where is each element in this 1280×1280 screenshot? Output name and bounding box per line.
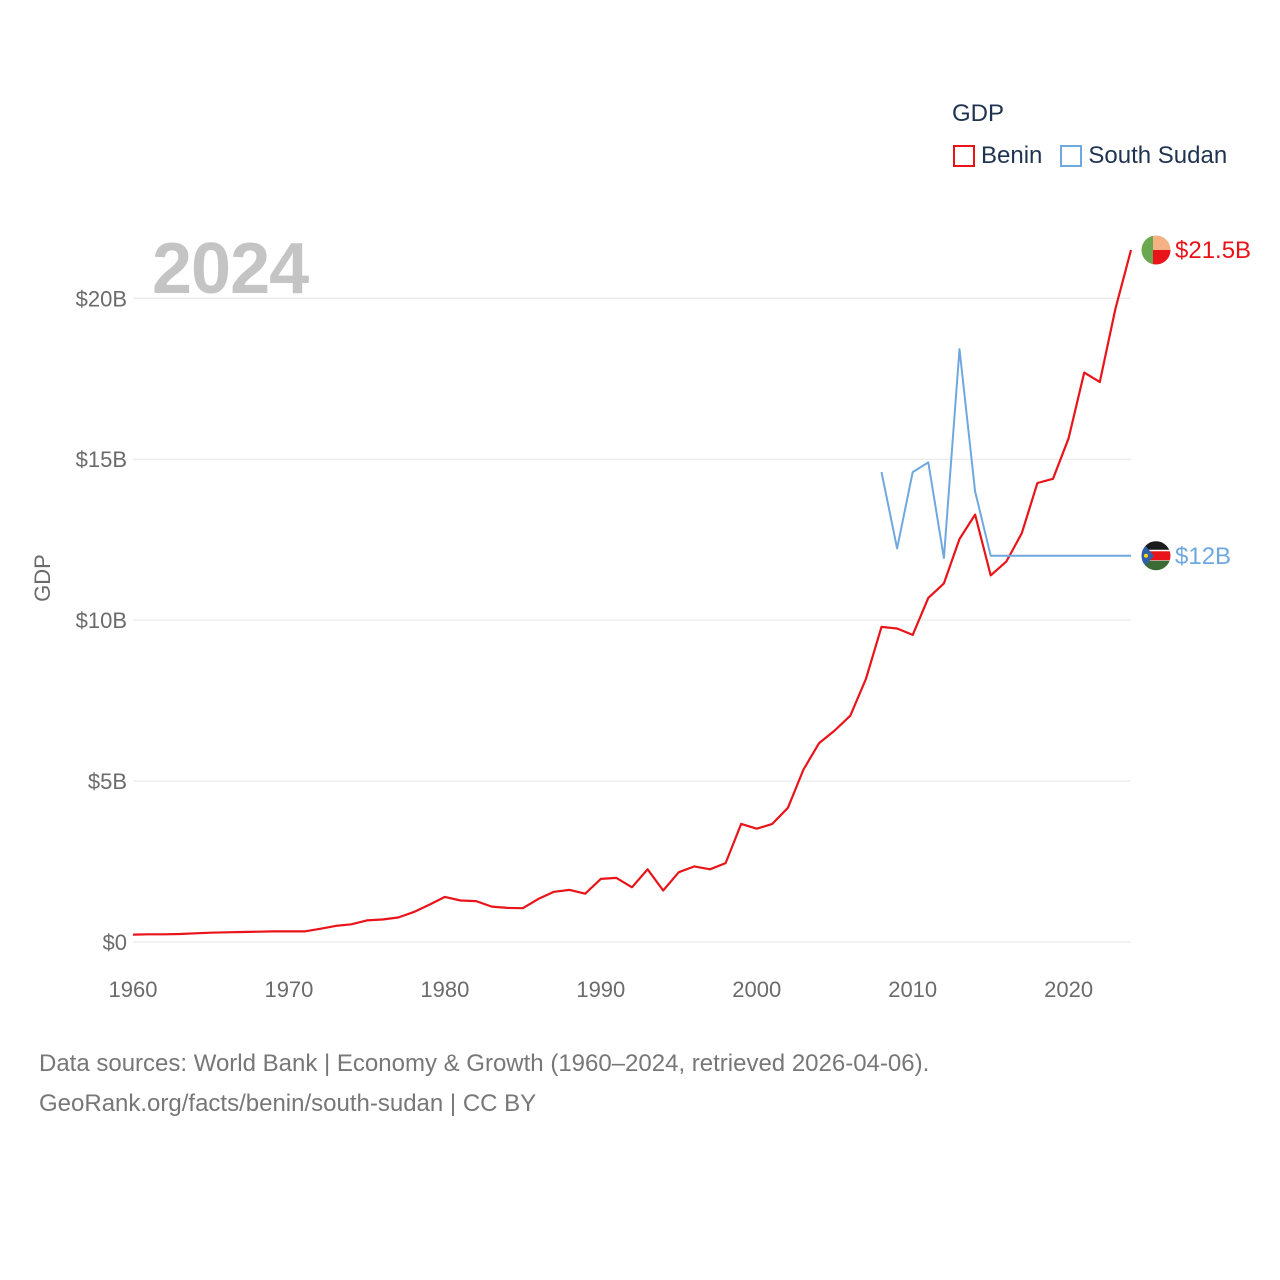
benin-flag-icon — [1140, 234, 1172, 266]
source-line-2[interactable]: GeoRank.org/facts/benin/south-sudan | CC… — [39, 1090, 537, 1117]
y-tick-label: $0 — [103, 930, 127, 955]
x-tick-label: 2010 — [888, 977, 937, 1002]
legend-swatch-south-sudan — [1060, 145, 1083, 167]
source-line-1: Data sources: World Bank | Economy & Gro… — [39, 1050, 930, 1077]
x-tick-label: 2020 — [1044, 977, 1093, 1002]
source-note: Data sources: World Bank | Economy & Gro… — [39, 1044, 929, 1124]
legend-item-south-sudan[interactable]: South Sudan — [1060, 142, 1227, 170]
legend-swatch-benin — [953, 145, 975, 167]
grid-lines — [133, 297, 1131, 943]
x-tick-label: 1960 — [109, 977, 158, 1002]
y-tick-label: $15B — [76, 447, 127, 472]
legend-title: GDP — [952, 100, 1005, 127]
x-tick-label: 1980 — [420, 977, 469, 1002]
end-label-south-sudan: $12B — [1175, 543, 1231, 570]
x-tick-label: 1990 — [576, 977, 625, 1002]
legend: Benin South Sudan — [953, 142, 1245, 170]
x-tick-label: 1970 — [264, 977, 313, 1002]
legend-item-benin[interactable]: Benin — [953, 142, 1042, 170]
legend-label-south-sudan: South Sudan — [1088, 142, 1228, 169]
legend-label-benin: Benin — [981, 142, 1043, 169]
x-tick-label: 2000 — [732, 977, 781, 1002]
series-lines — [132, 234, 1172, 936]
y-tick-label: $20B — [76, 286, 127, 311]
y-tick-label: $5B — [88, 769, 127, 794]
y-axis-title: GDP — [30, 554, 55, 602]
year-watermark: 2024 — [152, 229, 309, 309]
series-line-south-sudan[interactable] — [880, 348, 1132, 559]
axis-labels: $0 $5B $10B $15B $20B 1960 1970 1980 1990 2000 201… — [76, 237, 1251, 1002]
y-tick-label: $10B — [76, 608, 127, 633]
end-label-benin: $21.5B — [1175, 237, 1251, 264]
series-line-benin[interactable] — [132, 249, 1133, 936]
south-sudan-flag-icon — [1140, 540, 1172, 572]
